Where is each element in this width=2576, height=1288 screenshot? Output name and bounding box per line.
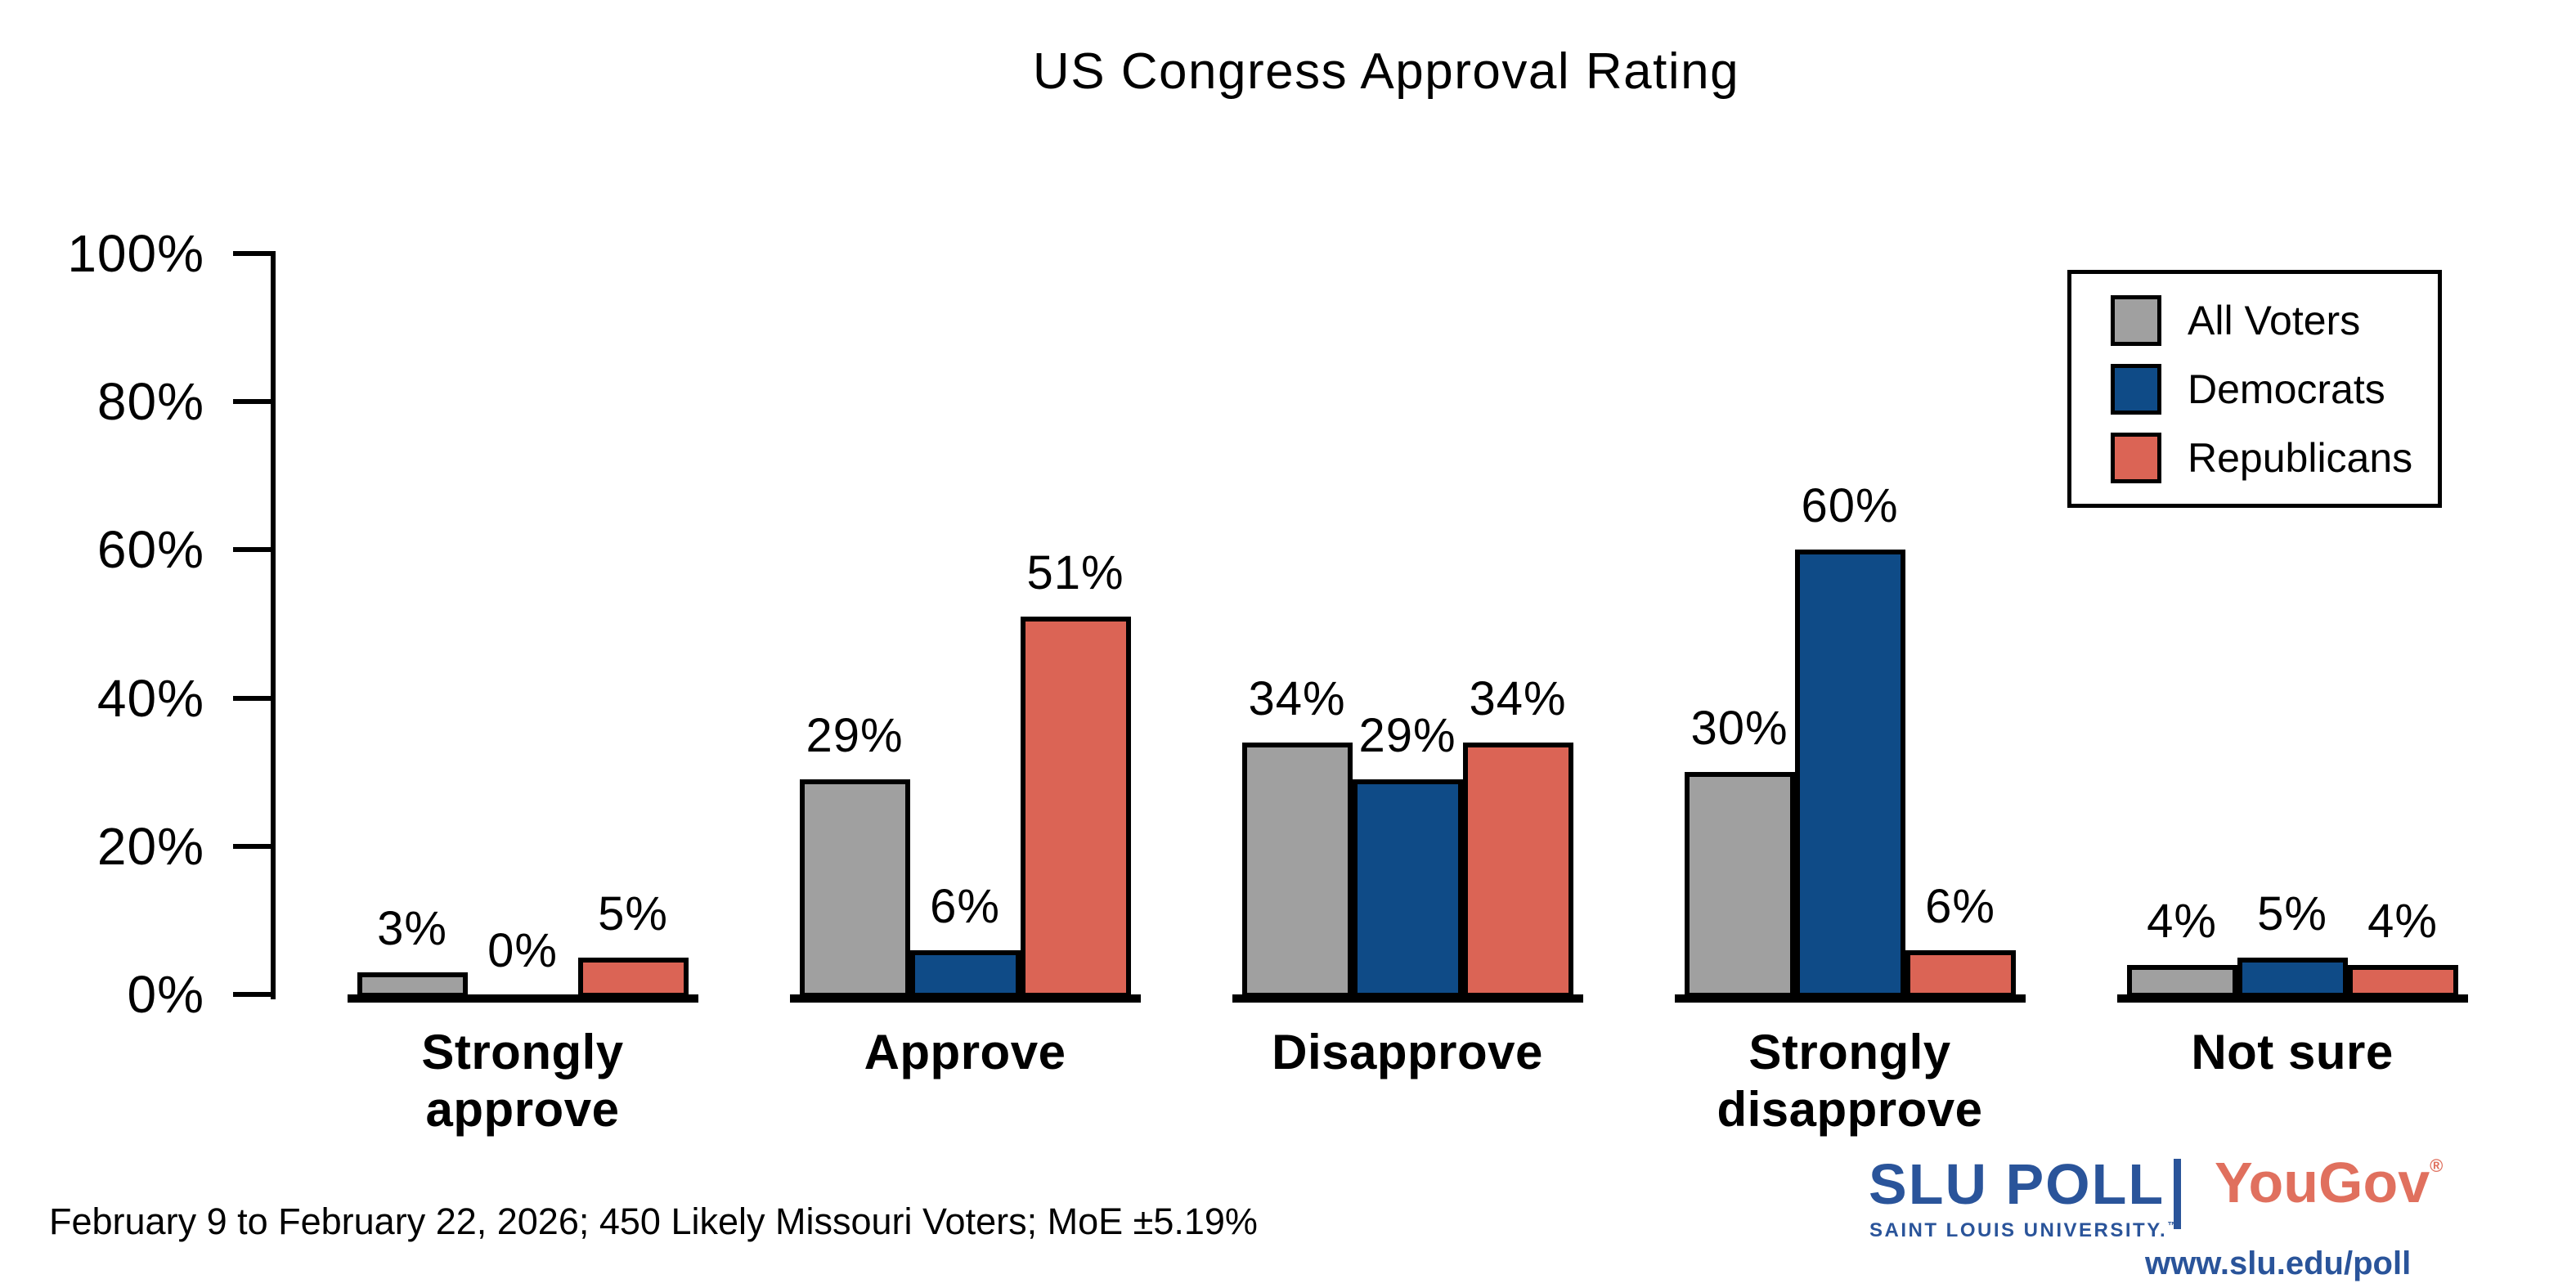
- bar-value-label: 29%: [1358, 709, 1456, 762]
- bar-value-label: 3%: [377, 902, 447, 955]
- legend-item: Democrats: [2111, 363, 2438, 415]
- bar-democrats: [1794, 550, 1905, 998]
- bar-republicans: [1462, 743, 1573, 998]
- x-axis-baseline: [1674, 994, 2026, 1003]
- bar-value-label: 6%: [930, 880, 1000, 933]
- yougov-logo-text: YouGov: [2215, 1151, 2430, 1214]
- legend-swatch-democrats: [2111, 363, 2161, 415]
- x-axis-baseline: [347, 994, 698, 1003]
- x-category-label: Approve: [864, 1025, 1066, 1079]
- bar-value-label: 5%: [598, 887, 668, 940]
- bar-all-voters: [799, 779, 910, 998]
- bar-value-label: 34%: [1248, 672, 1346, 725]
- x-axis-baseline: [2116, 994, 2468, 1003]
- y-tick-mark: [233, 992, 271, 997]
- bar-value-label: 51%: [1026, 546, 1124, 599]
- yougov-logo: YouGov®: [2215, 1154, 2443, 1211]
- y-tick-label: 0%: [127, 965, 204, 1024]
- bar-republicans: [2347, 965, 2458, 998]
- legend-label: Democrats: [2188, 366, 2385, 412]
- bar-democrats: [2237, 958, 2348, 998]
- x-category-label: Not sure: [2191, 1025, 2394, 1079]
- x-axis-baseline: [1232, 994, 1583, 1003]
- chart-title: US Congress Approval Rating: [1032, 43, 1740, 100]
- x-category-label: Disapprove: [1272, 1025, 1543, 1079]
- y-tick-label: 80%: [96, 372, 204, 432]
- bar-value-label: 4%: [2147, 895, 2217, 948]
- y-tick-label: 60%: [96, 520, 204, 580]
- bar-all-voters: [1684, 772, 1795, 998]
- y-tick-mark: [233, 399, 271, 405]
- bar-value-label: 60%: [1801, 479, 1899, 532]
- legend: All Voters Democrats Republicans: [2067, 270, 2442, 508]
- legend-label: Republicans: [2188, 434, 2413, 481]
- logo-separator-bar: [2174, 1159, 2181, 1229]
- bar-all-voters: [2126, 965, 2237, 998]
- bar-all-voters: [1241, 743, 1353, 998]
- slu-logo-word: SLU: [1869, 1152, 1988, 1216]
- slu-university-subtitle: SAINT LOUIS UNIVERSITY.™: [1869, 1219, 2180, 1242]
- legend-item: Republicans: [2111, 432, 2438, 483]
- bar-republicans: [1020, 617, 1131, 998]
- bar-democrats: [1352, 779, 1463, 998]
- x-category-label: Strongly approve: [421, 1025, 624, 1137]
- y-axis-line: [271, 251, 276, 999]
- x-category-label: Strongly disapprove: [1717, 1025, 1983, 1137]
- bar-republicans: [577, 958, 689, 998]
- bar-value-label: 29%: [806, 709, 904, 762]
- y-tick-mark: [233, 695, 271, 701]
- footnote: February 9 to February 22, 2026; 450 Lik…: [49, 1200, 1258, 1242]
- legend-item: All Voters: [2111, 294, 2438, 346]
- poll-url: www.slu.edu/poll: [2145, 1245, 2412, 1281]
- y-tick-label: 40%: [96, 668, 204, 728]
- bar-value-label: 30%: [1690, 702, 1788, 755]
- slu-subtitle-text: SAINT LOUIS UNIVERSITY.: [1869, 1219, 2168, 1241]
- slu-poll-logo: SLU POLL: [1869, 1156, 2165, 1213]
- y-tick-label: 20%: [96, 816, 204, 876]
- legend-swatch-republicans: [2111, 432, 2161, 483]
- bar-value-label: 34%: [1469, 672, 1567, 725]
- bar-all-voters: [357, 972, 468, 998]
- bar-value-label: 5%: [2257, 887, 2327, 940]
- bar-value-label: 4%: [2367, 895, 2438, 948]
- y-tick-mark: [233, 843, 271, 849]
- bar-democrats: [909, 950, 1021, 998]
- registered-symbol: ®: [2430, 1156, 2444, 1176]
- y-tick-mark: [233, 547, 271, 553]
- legend-label: All Voters: [2188, 297, 2361, 343]
- bar-value-label: 6%: [1925, 880, 1995, 933]
- y-tick-label: 100%: [67, 224, 204, 283]
- x-axis-baseline: [789, 994, 1141, 1003]
- y-tick-mark: [233, 251, 271, 256]
- bar-value-label: 0%: [487, 924, 558, 977]
- bar-republicans: [1905, 950, 2016, 998]
- legend-swatch-all-voters: [2111, 294, 2161, 346]
- poll-logo-word: POLL: [2005, 1152, 2165, 1216]
- branding: SLU POLL SAINT LOUIS UNIVERSITY.™ YouGov…: [1865, 1141, 2453, 1288]
